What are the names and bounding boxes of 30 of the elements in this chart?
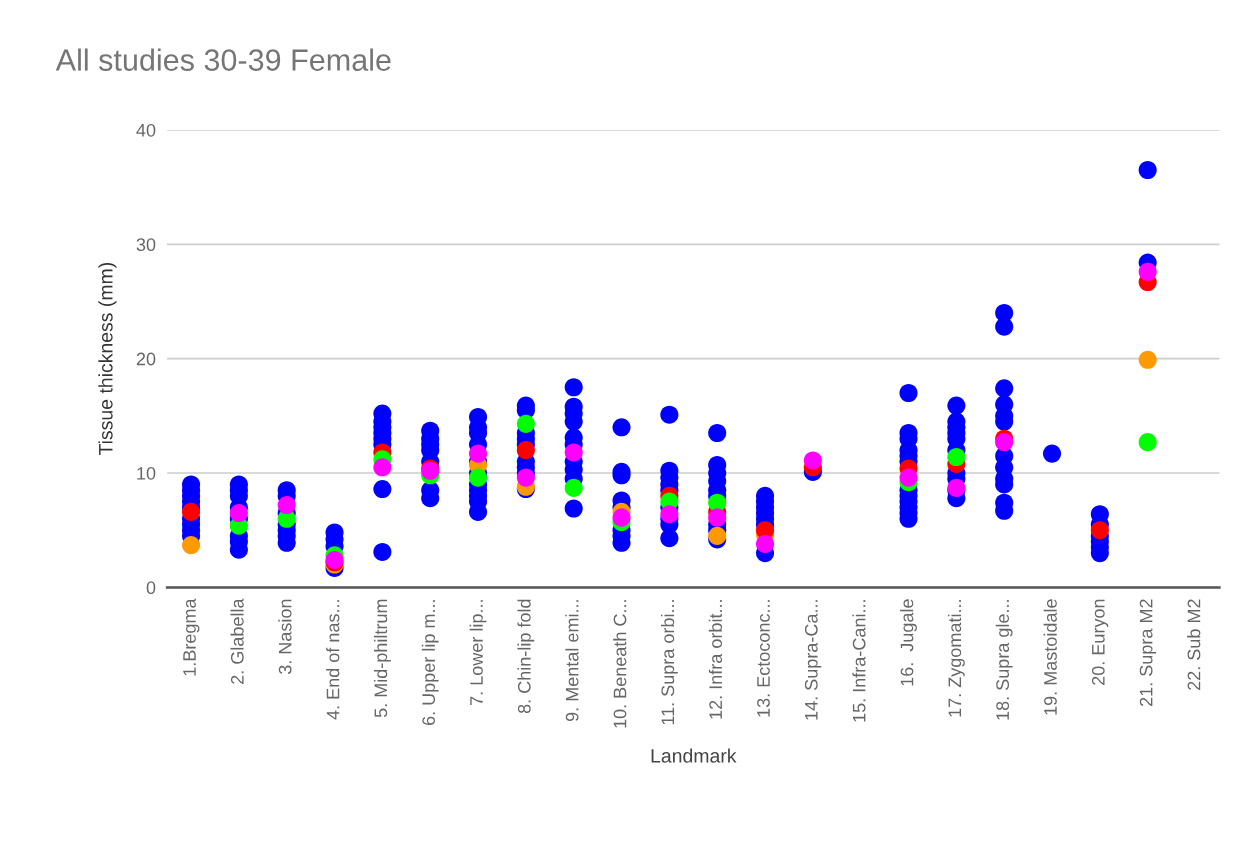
x-tick-label: 21. Supra M2: [1139, 599, 1157, 706]
y-tick-label: 0: [146, 581, 156, 595]
y-tick-label: 10: [137, 466, 156, 480]
x-tick-label: 12. Infra orbit...: [708, 600, 723, 719]
x-tick-label: 10. Beneath C...: [613, 600, 627, 728]
y-tick-label: 30: [136, 238, 156, 252]
x-tick-label: 2. Glabella: [230, 598, 244, 684]
x-tick-label: 20. Euryon: [1091, 599, 1109, 685]
x-tick-label: 9. Mental emi...: [565, 600, 579, 722]
x-tick-label: 4. End of nas...: [326, 600, 340, 720]
x-tick-label: 6. Upper lip m...: [421, 600, 439, 726]
y-axis-title: Tissue thickness (mm): [98, 263, 117, 456]
chart-title: All studies 30-39 Female: [55, 48, 391, 71]
x-tick-label: 17. Zygomati...: [947, 600, 965, 717]
x-tick-label: 14. Supra-Ca...: [804, 600, 822, 720]
x-tick-label: 16. Jugale: [900, 599, 917, 686]
x-tick-label: 18. Supra gle...: [995, 600, 1013, 720]
x-tick-label: 11. Supra orbi...: [660, 600, 678, 725]
x-tick-label: 13. Ectoconc...: [757, 600, 770, 717]
x-tick-label: 19. Mastoidale: [1043, 599, 1057, 715]
x-tick-label: 22. Sub M2: [1187, 599, 1201, 690]
x-tick-label: 3. Nasion: [278, 599, 292, 675]
y-tick-label: 20: [136, 352, 156, 366]
x-axis-title: Landmark: [651, 748, 737, 763]
x-tick-label: 1.Bregma: [183, 598, 200, 676]
y-tick-label: 40: [136, 123, 156, 137]
x-tick-label: 7. Lower lip...: [469, 600, 487, 705]
x-tick-label: 15. Infra-Cani...: [852, 600, 866, 722]
x-tick-label: 8. Chin-lip fold: [517, 599, 535, 714]
x-tick-label: 5. Mid-philtrum: [373, 599, 391, 718]
